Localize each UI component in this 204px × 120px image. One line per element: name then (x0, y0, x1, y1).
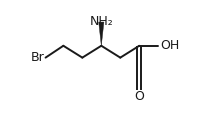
Text: NH₂: NH₂ (89, 15, 113, 28)
Text: O: O (134, 90, 143, 103)
Text: Br: Br (30, 51, 44, 64)
Polygon shape (98, 22, 103, 46)
Text: OH: OH (160, 39, 179, 52)
